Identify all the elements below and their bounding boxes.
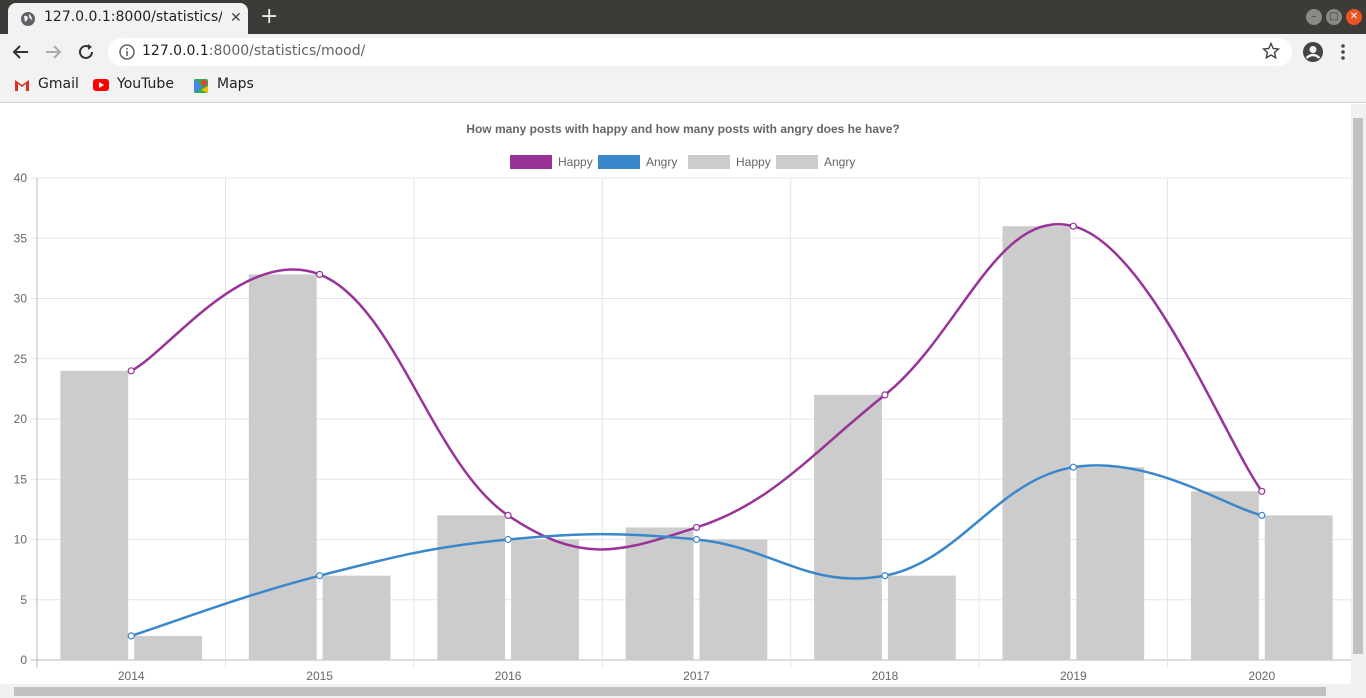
bar-happy-2016[interactable] — [437, 515, 506, 660]
point-happy-2019[interactable] — [1069, 222, 1077, 230]
bar-happy-2018[interactable] — [814, 394, 882, 660]
y-tick-label: 20 — [14, 412, 28, 426]
point-happy-2016[interactable] — [504, 511, 512, 519]
bar-happy-2020[interactable] — [1190, 491, 1259, 660]
gmail-icon — [15, 80, 29, 91]
chart-legend: Happy Angry Happy Angry — [510, 155, 855, 169]
bar-happy-2017[interactable] — [625, 527, 694, 660]
legend-label: Happy — [558, 155, 593, 169]
bar-happy-2019[interactable] — [1002, 226, 1071, 660]
point-happy-2015[interactable] — [316, 270, 324, 278]
y-tick-label: 40 — [14, 171, 28, 185]
url-text[interactable]: 127.0.0.1:8000/statistics/mood/ — [142, 43, 365, 59]
bookmarks-bar: Gmail YouTube Maps — [0, 70, 1366, 103]
legend-label: Angry — [646, 155, 677, 169]
bookmark-label: Gmail — [38, 76, 79, 92]
tab-title: 127.0.0.1:8000/statistics/mood/ — [44, 9, 222, 25]
chart-title: How many posts with happy and how many p… — [466, 122, 899, 136]
info-icon[interactable] — [118, 43, 136, 61]
bookmark-label: Maps — [217, 76, 254, 92]
youtube-icon — [93, 79, 109, 91]
point-happy-2020[interactable] — [1258, 487, 1266, 495]
point-angry-2018[interactable] — [881, 572, 889, 580]
browser-tab[interactable]: 127.0.0.1:8000/statistics/mood/ ✕ — [8, 3, 248, 34]
bar-angry-2014[interactable] — [134, 635, 203, 660]
vertical-scrollbar[interactable] — [1351, 104, 1366, 684]
forward-icon[interactable] — [42, 41, 64, 63]
bar-series — [60, 226, 1333, 661]
legend-item-angry[interactable]: Angry — [776, 155, 855, 169]
minimize-icon[interactable]: – — [1306, 9, 1322, 25]
x-tick-label: 2015 — [306, 669, 333, 683]
chart-axes: 0 5 10 15 20 25 30 35 40 2014 2015 2016 2017 2018 2019… — [14, 171, 1276, 683]
y-tick-label: 15 — [14, 472, 28, 486]
x-tick-label: 2016 — [495, 669, 522, 683]
point-happy-2017[interactable] — [692, 523, 701, 532]
point-happy-2018[interactable] — [881, 391, 889, 399]
new-tab-button[interactable]: + — [260, 4, 279, 29]
vertical-scroll-thumb[interactable] — [1353, 118, 1363, 654]
point-angry-2016[interactable] — [504, 535, 512, 544]
address-bar[interactable]: 127.0.0.1:8000/statistics/mood/ — [108, 38, 1292, 66]
legend-label: Happy — [736, 155, 771, 169]
x-tick-label: 2014 — [118, 669, 145, 683]
bar-angry-2017[interactable] — [699, 539, 768, 661]
x-tick-label: 2018 — [872, 669, 899, 683]
x-tick-label: 2017 — [683, 669, 710, 683]
y-tick-label: 25 — [14, 352, 28, 366]
point-angry-2017[interactable] — [692, 535, 701, 544]
reload-icon[interactable] — [75, 41, 97, 63]
menu-icon[interactable] — [1336, 40, 1350, 64]
point-angry-2015[interactable] — [316, 572, 324, 580]
back-icon[interactable] — [10, 41, 32, 63]
close-window-icon[interactable]: ✕ — [1346, 9, 1362, 25]
bar-happy-2014[interactable] — [60, 370, 129, 660]
bar-angry-2018[interactable] — [887, 575, 956, 660]
legend-item-happy[interactable]: Happy — [510, 155, 593, 169]
legend-item-angry[interactable]: Angry — [598, 155, 677, 169]
legend-swatch — [776, 155, 818, 169]
bar-angry-2015[interactable] — [322, 575, 391, 660]
bar-angry-2016[interactable] — [511, 539, 579, 661]
bar-happy-2015[interactable] — [248, 274, 317, 660]
legend-label: Angry — [824, 155, 855, 169]
y-tick-label: 30 — [14, 292, 28, 306]
x-tick-label: 2019 — [1060, 669, 1087, 683]
url-host: 127.0.0.1 — [142, 43, 209, 59]
tab-close-icon[interactable]: ✕ — [230, 10, 242, 26]
y-tick-label: 5 — [20, 593, 27, 607]
mood-chart: How many posts with happy and how many p… — [14, 122, 1351, 683]
bar-angry-2020[interactable] — [1264, 515, 1333, 660]
y-tick-label: 35 — [14, 231, 28, 245]
legend-swatch — [598, 155, 640, 169]
bookmark-star-icon[interactable] — [1262, 42, 1280, 60]
point-angry-2014[interactable] — [127, 632, 135, 640]
bar-angry-2019[interactable] — [1076, 467, 1145, 660]
point-angry-2019[interactable] — [1069, 463, 1077, 471]
browser-toolbar: 127.0.0.1:8000/statistics/mood/ — [0, 34, 1366, 70]
y-tick-label: 0 — [20, 653, 27, 667]
bookmark-label: YouTube — [117, 76, 174, 92]
point-angry-2020[interactable] — [1258, 511, 1266, 519]
horizontal-scrollbar[interactable] — [0, 684, 1366, 698]
browser-titlebar: 127.0.0.1:8000/statistics/mood/ ✕ + – □ … — [0, 0, 1366, 34]
maps-icon — [194, 79, 208, 93]
y-tick-label: 10 — [14, 533, 28, 547]
profile-icon[interactable] — [1302, 41, 1324, 63]
horizontal-scroll-thumb[interactable] — [14, 687, 1326, 696]
legend-swatch — [688, 155, 730, 169]
line-series — [127, 222, 1266, 640]
globe-icon — [21, 12, 35, 26]
x-tick-label: 2020 — [1248, 669, 1275, 683]
legend-swatch — [510, 155, 552, 169]
url-path: :8000/statistics/mood/ — [208, 43, 366, 59]
legend-item-happy[interactable]: Happy — [688, 155, 771, 169]
point-happy-2014[interactable] — [127, 367, 135, 375]
maximize-icon[interactable]: □ — [1326, 9, 1342, 25]
page-content: How many posts with happy and how many p… — [0, 104, 1366, 698]
